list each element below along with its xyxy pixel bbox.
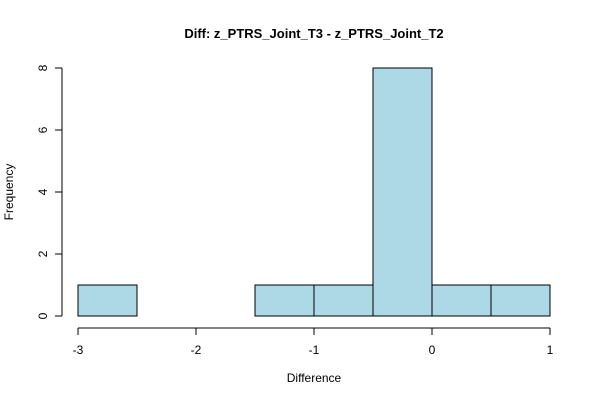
y-tick-label-2: 4 <box>36 188 50 195</box>
x-tick-label-3: 0 <box>429 343 436 357</box>
y-axis-label: Frequency <box>2 164 16 221</box>
chart-title: Diff: z_PTRS_Joint_T3 - z_PTRS_Joint_T2 <box>184 26 443 41</box>
x-axis: -3 -2 -1 0 1 <box>73 327 554 357</box>
histogram-bar-0 <box>77 284 138 317</box>
y-tick-label-1: 2 <box>36 250 50 257</box>
histogram-bar-3 <box>254 284 315 317</box>
x-tick-label-1: -2 <box>191 343 202 357</box>
y-tick-label-0: 0 <box>36 312 50 319</box>
y-axis: 0 2 4 6 8 <box>36 64 63 319</box>
x-axis-label: Difference <box>287 371 342 385</box>
bars-group <box>77 67 551 317</box>
x-tick-label-0: -3 <box>73 343 84 357</box>
histogram-bar-4 <box>313 284 374 317</box>
histogram-bar-6 <box>431 284 492 317</box>
histogram-bar-5 <box>372 67 433 317</box>
y-tick-label-3: 6 <box>36 126 50 133</box>
y-tick-label-4: 8 <box>36 64 50 71</box>
x-tick-label-2: -1 <box>309 343 320 357</box>
x-tick-label-4: 1 <box>547 343 554 357</box>
histogram-bar-7 <box>490 284 551 317</box>
